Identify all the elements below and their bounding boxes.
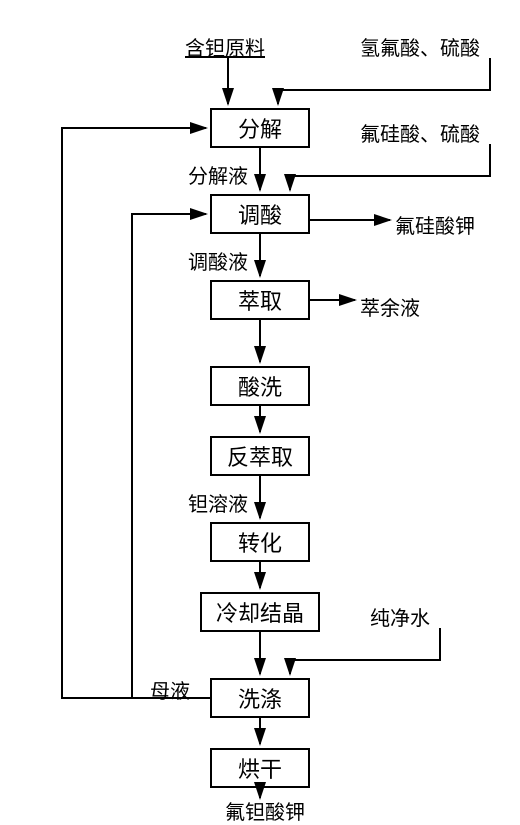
- decompose-liquid-label: 分解液: [188, 160, 248, 189]
- box-acidify-text: 调酸: [238, 198, 282, 230]
- raffinate-label: 萃余液: [360, 292, 420, 321]
- ta-solution-label: 钽溶液: [188, 488, 248, 517]
- box-back-extract-text: 反萃取: [227, 440, 293, 472]
- box-acidify: 调酸: [210, 194, 310, 234]
- box-wash: 洗涤: [210, 678, 310, 718]
- product-label: 氟钽酸钾: [225, 796, 305, 825]
- acid-liquid-label: 调酸液: [188, 246, 248, 275]
- acid1-label: 氢氟酸、硫酸: [360, 32, 480, 61]
- box-dry: 烘干: [210, 748, 310, 788]
- mother-liquid-label: 母液: [150, 675, 190, 704]
- pure-water-label: 纯净水: [370, 602, 430, 631]
- box-crystallize: 冷却结晶: [200, 592, 320, 632]
- box-dry-text: 烘干: [238, 752, 282, 784]
- acid2-label: 氟硅酸、硫酸: [360, 118, 480, 147]
- k-fluorosilicate-label: 氟硅酸钾: [395, 210, 475, 239]
- box-convert-text: 转化: [238, 526, 282, 558]
- box-back-extract: 反萃取: [210, 436, 310, 476]
- box-extract: 萃取: [210, 280, 310, 320]
- box-crystallize-text: 冷却结晶: [216, 596, 304, 628]
- box-acid-wash: 酸洗: [210, 366, 310, 406]
- box-decompose-text: 分解: [238, 112, 282, 144]
- box-extract-text: 萃取: [238, 284, 282, 316]
- box-acid-wash-text: 酸洗: [238, 370, 282, 402]
- box-decompose: 分解: [210, 108, 310, 148]
- box-convert: 转化: [210, 522, 310, 562]
- raw-material-label: 含钽原料: [185, 32, 265, 61]
- box-wash-text: 洗涤: [238, 682, 282, 714]
